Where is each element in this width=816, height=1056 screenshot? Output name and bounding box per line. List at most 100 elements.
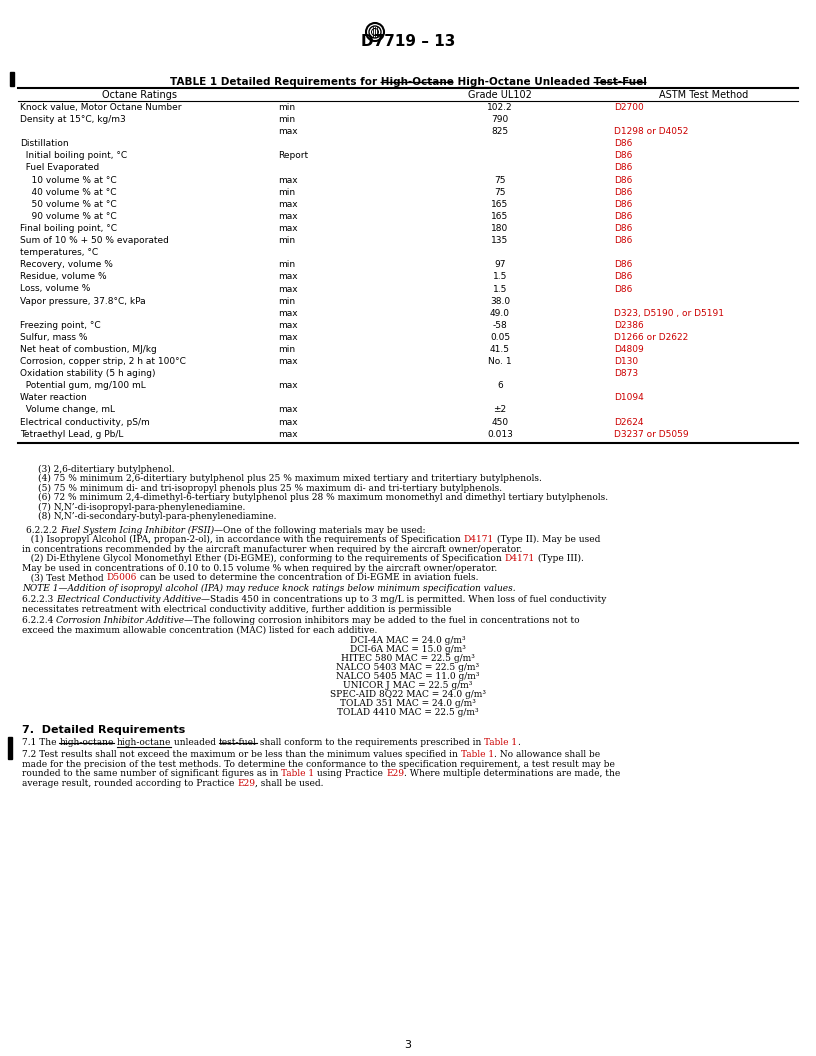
Text: Loss, volume %: Loss, volume % [20,284,91,294]
Text: (1) Isopropyl Alcohol (IPA, propan-2-ol), in accordance with the requirements of: (1) Isopropyl Alcohol (IPA, propan-2-ol)… [22,535,463,545]
Text: min: min [278,237,295,245]
Text: Grade UL102: Grade UL102 [468,90,532,99]
Text: Residue, volume %: Residue, volume % [20,272,107,281]
Text: Sulfur, mass %: Sulfur, mass % [20,333,87,342]
Text: min: min [278,188,295,196]
Text: Water reaction: Water reaction [20,394,86,402]
Text: DCI-6A MAC = 15.0 g/m³: DCI-6A MAC = 15.0 g/m³ [350,645,466,655]
Text: 1.5: 1.5 [493,284,508,294]
Text: (2) Di-Ethylene Glycol Monomethyl Ether (Di-EGME), conforming to the requirement: (2) Di-Ethylene Glycol Monomethyl Ether … [22,554,504,564]
Text: max: max [278,272,298,281]
Text: Sum of 10 % + 50 % evaporated: Sum of 10 % + 50 % evaporated [20,237,169,245]
Text: D2700: D2700 [614,103,644,112]
Text: D1094: D1094 [614,394,644,402]
Text: min: min [278,115,295,125]
Text: 135: 135 [491,237,508,245]
Text: —The following corrosion inhibitors may be added to the fuel in concentrations n: —The following corrosion inhibitors may … [184,616,580,625]
Text: D86: D86 [614,284,632,294]
Text: 1.5: 1.5 [493,272,508,281]
Text: temperatures, °C: temperatures, °C [20,248,98,258]
Text: NALCO 5405 MAC = 11.0 g/m³: NALCO 5405 MAC = 11.0 g/m³ [336,673,480,681]
Text: No. 1: No. 1 [488,357,512,366]
Text: 3: 3 [405,1040,411,1050]
Text: 0.05: 0.05 [490,333,510,342]
Text: TABLE 1 Detailed Requirements for High-Octane High-Octane Unleaded Test-Fuel: TABLE 1 Detailed Requirements for High-O… [170,77,646,87]
Text: D86: D86 [614,175,632,185]
Text: min: min [278,103,295,112]
Text: Density at 15°C, kg/m3: Density at 15°C, kg/m3 [20,115,126,125]
Text: 790: 790 [491,115,508,125]
Text: Distillation: Distillation [20,139,69,148]
Text: 165: 165 [491,212,508,221]
Text: D5006: D5006 [107,573,137,582]
Text: (8) N,N’-di-secondary-butyl-para-phenylenediamine.: (8) N,N’-di-secondary-butyl-para-phenyle… [38,512,277,522]
Text: D873: D873 [614,370,638,378]
Text: max: max [278,212,298,221]
Text: TOLAD 351 MAC = 24.0 g/m³: TOLAD 351 MAC = 24.0 g/m³ [340,699,476,709]
Text: min: min [278,260,295,269]
Text: min: min [278,297,295,305]
Text: 450: 450 [491,417,508,427]
Text: 825: 825 [491,127,508,136]
Text: Report: Report [278,151,308,161]
Text: D4171: D4171 [463,535,494,544]
Text: max: max [278,127,298,136]
Text: 180: 180 [491,224,508,233]
Text: Electrical conductivity, pS/m: Electrical conductivity, pS/m [20,417,150,427]
Text: Corrosion Inhibitor Additive: Corrosion Inhibitor Additive [56,616,184,625]
Text: Freezing point, °C: Freezing point, °C [20,321,100,329]
Text: max: max [278,430,298,438]
Text: TOLAD 4410 MAC = 22.5 g/m³: TOLAD 4410 MAC = 22.5 g/m³ [337,709,479,717]
Text: D3237 or D5059: D3237 or D5059 [614,430,689,438]
Text: —One of the following materials may be used:: —One of the following materials may be u… [215,526,426,534]
Text: max: max [278,200,298,209]
Text: Fuel System Icing Inhibitor (FSII): Fuel System Icing Inhibitor (FSII) [60,526,215,535]
Text: 6.2.2.3: 6.2.2.3 [22,596,56,604]
Text: 75: 75 [494,188,506,196]
Text: max: max [278,284,298,294]
Text: D86: D86 [614,224,632,233]
Text: May be used in concentrations of 0.10 to 0.15 volume % when required by the airc: May be used in concentrations of 0.10 to… [22,564,497,572]
Text: D1266 or D2622: D1266 or D2622 [614,333,688,342]
Text: Tetraethyl Lead, g Pb/L: Tetraethyl Lead, g Pb/L [20,430,123,438]
Text: (Type III).: (Type III). [534,554,583,564]
Text: Table 1: Table 1 [282,770,314,778]
Text: Oxidation stability (5 h aging): Oxidation stability (5 h aging) [20,370,156,378]
Text: D86: D86 [614,212,632,221]
Text: exceed the maximum allowable concentration (MAC) listed for each additive.: exceed the maximum allowable concentrati… [22,625,377,635]
Text: Electrical Conductivity Additive: Electrical Conductivity Additive [56,596,202,604]
Text: HITEC 580 MAC = 22.5 g/m³: HITEC 580 MAC = 22.5 g/m³ [341,655,475,663]
Text: test-fuel: test-fuel [219,738,256,748]
Text: NALCO 5403 MAC = 22.5 g/m³: NALCO 5403 MAC = 22.5 g/m³ [336,663,480,673]
Text: Volume change, mL: Volume change, mL [20,406,115,415]
Bar [8,737,12,759]
Text: . No allowance shall be: . No allowance shall be [494,751,600,759]
Text: 0.013: 0.013 [487,430,513,438]
Text: Table 1: Table 1 [461,751,494,759]
Text: -58: -58 [493,321,508,329]
Text: D86: D86 [614,139,632,148]
Text: Net heat of combustion, MJ/kg: Net heat of combustion, MJ/kg [20,345,157,354]
Text: (6) 72 % minimum 2,4-dimethyl-6-tertiary butylphenol plus 28 % maximum monomethy: (6) 72 % minimum 2,4-dimethyl-6-tertiary… [38,493,608,503]
Text: (3) Test Method: (3) Test Method [22,573,107,582]
Text: SPEC-AID 8Q22 MAC = 24.0 g/m³: SPEC-AID 8Q22 MAC = 24.0 g/m³ [330,691,486,699]
Text: ASTM Test Method: ASTM Test Method [659,90,748,99]
Text: E29: E29 [386,770,404,778]
Text: D86: D86 [614,151,632,161]
Text: (4) 75 % minimum 2,6-ditertiary butylphenol plus 25 % maximum mixed tertiary and: (4) 75 % minimum 2,6-ditertiary butylphe… [38,474,542,484]
Text: D4171: D4171 [504,554,534,563]
Text: 75: 75 [494,175,506,185]
Text: can be used to determine the concentration of Di-EGME in aviation fuels.: can be used to determine the concentrati… [137,573,478,582]
Text: 38.0: 38.0 [490,297,510,305]
Text: D86: D86 [614,272,632,281]
Text: 41.5: 41.5 [490,345,510,354]
Text: max: max [278,406,298,415]
Text: Table 1: Table 1 [484,738,517,748]
Text: D1298 or D4052: D1298 or D4052 [614,127,689,136]
Text: D130: D130 [614,357,638,366]
Text: in concentrations recommended by the aircraft manufacturer when required by the : in concentrations recommended by the air… [22,545,522,553]
Text: 7.1 The: 7.1 The [22,738,60,748]
Text: min: min [278,345,295,354]
Text: rounded to the same number of significant figures as in: rounded to the same number of significan… [22,770,282,778]
Text: max: max [278,321,298,329]
